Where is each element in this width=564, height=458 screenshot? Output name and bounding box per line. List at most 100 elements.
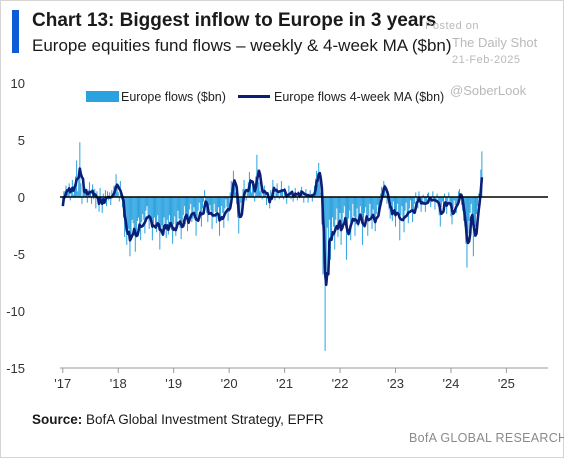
weekly-flow-bar <box>457 191 459 197</box>
weekly-flow-bar <box>131 197 133 220</box>
weekly-flow-bar <box>130 197 132 237</box>
weekly-flow-bar <box>363 197 365 225</box>
weekly-flow-bar <box>348 197 350 219</box>
weekly-flow-bar <box>351 197 353 221</box>
weekly-flow-bar <box>155 197 157 228</box>
weekly-flow-bar <box>136 197 138 221</box>
weekly-flow-bar <box>188 197 190 221</box>
weekly-flow-bar <box>431 197 433 200</box>
weekly-flow-bar <box>356 197 358 209</box>
weekly-flow-bar <box>404 197 406 211</box>
weekly-flow-bar <box>176 197 178 229</box>
weekly-flow-bar <box>127 197 129 232</box>
weekly-flow-bar <box>440 197 442 208</box>
weekly-flow-bar <box>209 197 211 205</box>
weekly-flow-bar <box>296 197 298 201</box>
weekly-flow-bar <box>81 197 83 204</box>
weekly-flow-bar <box>422 194 424 197</box>
watermark-date: 21-Feb-2025 <box>452 54 521 66</box>
weekly-flow-bar <box>91 197 93 204</box>
weekly-flow-bar <box>426 193 428 197</box>
weekly-flow-bar <box>162 197 164 232</box>
weekly-flow-bar <box>249 178 251 197</box>
weekly-flow-bar <box>107 191 109 197</box>
x-tick-label: '22 <box>332 376 349 391</box>
weekly-flow-bar <box>251 192 253 197</box>
chart-title: Chart 13: Biggest inflow to Europe in 3 … <box>32 10 437 31</box>
weekly-flow-bar <box>283 197 285 200</box>
weekly-flow-bar <box>116 186 118 197</box>
weekly-flow-bar <box>63 191 65 197</box>
weekly-flow-bar <box>341 197 343 229</box>
weekly-flow-bar <box>414 197 416 204</box>
weekly-flow-bar <box>456 197 458 202</box>
weekly-flow-bar <box>277 192 279 197</box>
weekly-flow-bar <box>228 197 230 212</box>
weekly-flow-bar <box>96 191 98 197</box>
weekly-flow-bar <box>453 197 455 201</box>
watermark-site: The Daily Shot <box>452 35 538 50</box>
y-tick-label: -5 <box>13 247 25 262</box>
weekly-flow-bar <box>196 197 198 220</box>
weekly-flow-bar <box>331 197 333 233</box>
weekly-flow-bar <box>203 197 205 202</box>
weekly-flow-bar <box>432 191 434 197</box>
weekly-flow-bar <box>347 197 349 234</box>
weekly-flow-bar <box>434 197 436 210</box>
weekly-flow-bar <box>386 197 388 204</box>
weekly-flow-bar <box>110 197 112 205</box>
y-tick-label: 5 <box>18 133 25 148</box>
source-note: Source: BofA Global Investment Strategy,… <box>32 412 324 427</box>
weekly-flow-bar <box>185 197 187 215</box>
weekly-flow-bar <box>447 197 449 202</box>
weekly-flow-bar <box>343 197 345 207</box>
weekly-flow-bar <box>344 197 346 225</box>
weekly-flow-bar <box>197 197 199 211</box>
weekly-flow-bar <box>332 197 334 218</box>
weekly-flow-bar <box>192 197 194 219</box>
weekly-flow-bar <box>360 197 362 223</box>
weekly-flow-bar <box>286 197 288 204</box>
weekly-flow-bar <box>279 190 281 197</box>
weekly-flow-bar <box>448 192 450 197</box>
weekly-flow-bar <box>481 151 483 197</box>
weekly-flow-bar <box>265 197 267 205</box>
weekly-flow-bar <box>390 197 392 208</box>
x-tick-label: '23 <box>387 376 404 391</box>
weekly-flow-bar <box>376 197 378 205</box>
x-tick-label: '18 <box>110 376 127 391</box>
weekly-flow-bar <box>93 197 95 200</box>
weekly-flow-bar <box>441 197 443 202</box>
weekly-flow-bar <box>80 183 82 197</box>
weekly-flow-bar <box>473 197 475 237</box>
weekly-flow-bar <box>85 194 87 197</box>
weekly-flow-bar <box>380 193 382 197</box>
weekly-flow-bar <box>410 197 412 211</box>
legend-label-weekly: Europe flows ($bn) <box>121 90 226 104</box>
weekly-flow-bar <box>156 197 158 233</box>
weekly-flow-bar <box>452 197 454 209</box>
y-tick-label: -10 <box>6 304 25 319</box>
weekly-flow-bar <box>468 197 470 221</box>
weekly-flow-bar <box>169 197 171 221</box>
weekly-flow-bar <box>182 197 184 216</box>
weekly-flow-bar <box>171 197 173 231</box>
weekly-flow-bar <box>129 197 131 257</box>
weekly-flow-bar <box>278 197 280 200</box>
weekly-flow-bar <box>140 197 142 241</box>
weekly-flow-bar <box>157 197 159 216</box>
weekly-flow-bar <box>353 197 355 217</box>
weekly-flow-bar <box>199 197 201 218</box>
weekly-flow-bar <box>160 197 162 233</box>
weekly-flow-bar <box>280 181 282 197</box>
weekly-flow-bar <box>421 197 423 205</box>
weekly-flow-bar <box>305 189 307 197</box>
weekly-flow-bar <box>430 197 432 208</box>
weekly-flow-bar <box>407 197 409 224</box>
watermark-handle: @SoberLook <box>450 83 527 98</box>
weekly-flow-bar <box>145 197 147 211</box>
weekly-flow-bar <box>95 197 97 209</box>
weekly-flow-bar <box>193 197 195 208</box>
weekly-flow-bar <box>449 197 451 207</box>
weekly-flow-bar <box>381 186 383 197</box>
